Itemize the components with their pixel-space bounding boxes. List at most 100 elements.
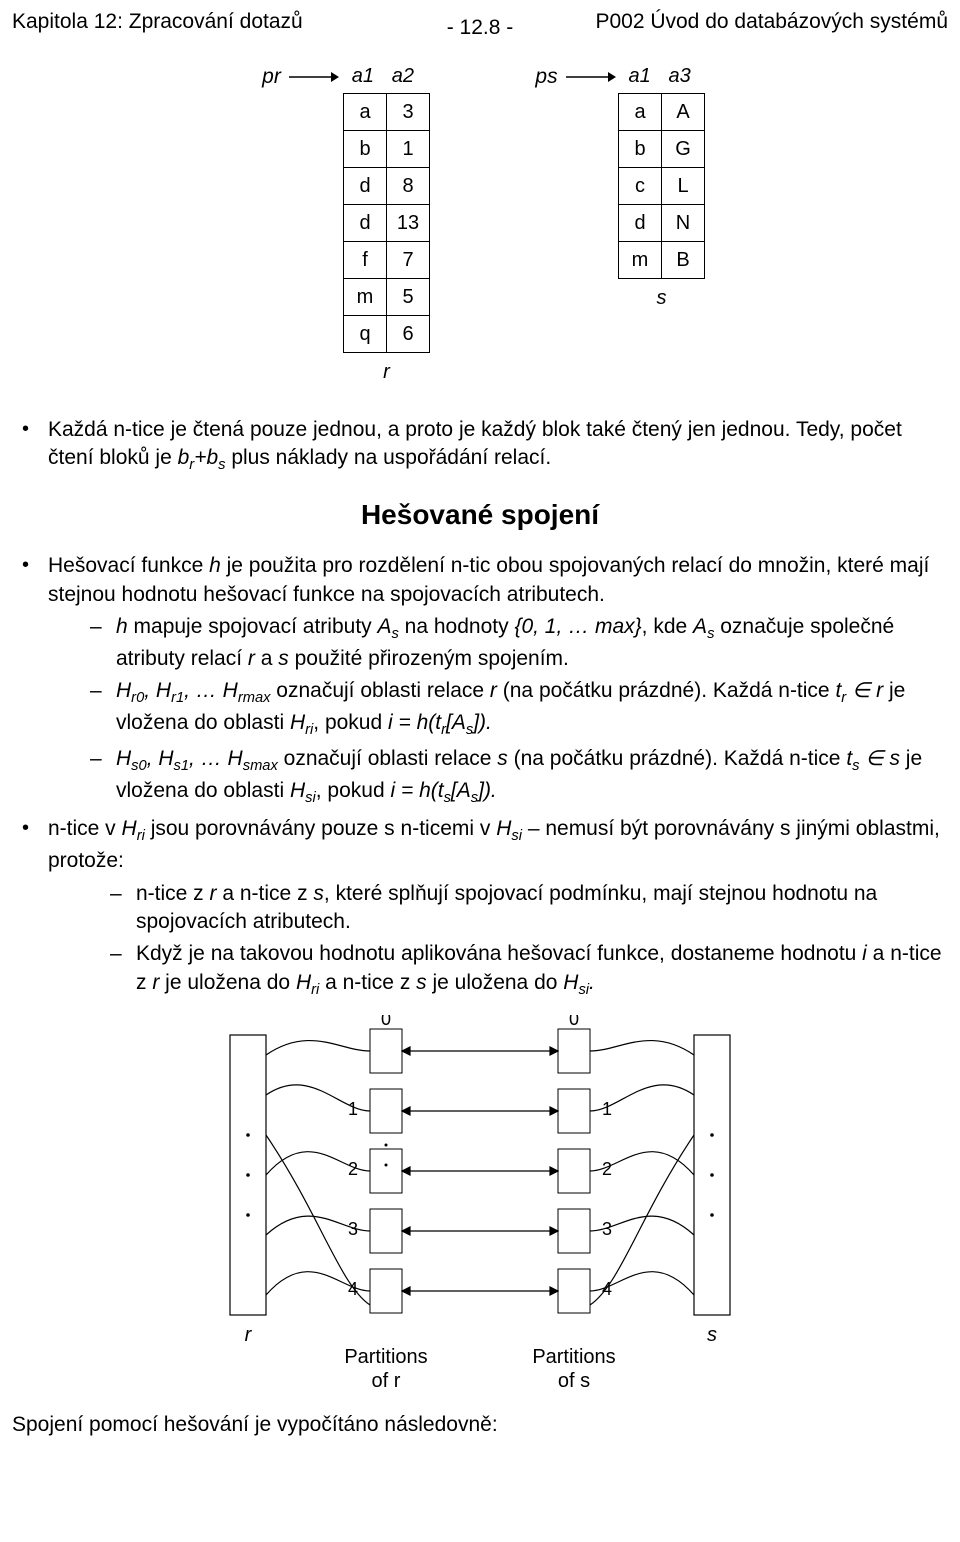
dash-item: n-tice z r a n-tice z s, které splňují s… [48, 880, 948, 937]
cell: f [344, 242, 387, 279]
svg-text:1: 1 [348, 1099, 358, 1119]
cell: 7 [387, 242, 430, 279]
math: r [248, 647, 255, 670]
text: je uložena do [427, 971, 564, 994]
math: Hr0, Hr1, … Hrmax [116, 679, 270, 702]
label-r: r [245, 1324, 253, 1346]
math: ts ∈ s [846, 747, 900, 770]
text: n-tice v [48, 817, 122, 840]
col-label: a2 [383, 63, 423, 90]
text: jsou porovnávány pouze s n-ticemi v [145, 817, 496, 840]
cell: a [344, 94, 387, 131]
bullet-item: n-tice v Hri jsou porovnávány pouze s n-… [12, 815, 948, 1000]
caption-s: s [618, 285, 705, 312]
math: Hsi [290, 779, 316, 802]
math: tr ∈ r [835, 679, 883, 702]
math: Hri [290, 711, 313, 734]
caption-of-s: of s [558, 1370, 590, 1392]
section-title: Hešované spojení [12, 496, 948, 534]
cell: a [619, 94, 662, 131]
cell: G [662, 131, 705, 168]
math: Hri [296, 971, 319, 994]
partitions-s: 0 1 2 3 4 [558, 1015, 612, 1313]
dash-item: Hs0, Hs1, … Hsmax označují oblasti relac… [48, 745, 948, 809]
dash-item: Hr0, Hr1, … Hrmax označují oblasti relac… [48, 677, 948, 741]
text: Když je na takovou hodnotu aplikována he… [136, 942, 862, 965]
caption-r: r [343, 359, 430, 386]
cell: d [619, 205, 662, 242]
text: je uložena do [159, 971, 296, 994]
bullet-item: Hešovací funkce h je použita pro rozděle… [12, 552, 948, 809]
cell: m [619, 242, 662, 279]
hash-partition-figure: r s 0 1 2 3 4 0 1 2 3 [12, 1015, 948, 1405]
cell: 5 [387, 279, 430, 316]
math: s [313, 882, 324, 905]
svg-text:0: 0 [569, 1015, 579, 1029]
cell: b [344, 131, 387, 168]
math: Hsi. [563, 971, 595, 994]
math: br+bs [178, 446, 226, 469]
text: na hodnoty [399, 615, 515, 638]
math: Hs0, Hs1, … Hsmax [116, 747, 278, 770]
footer-line: Spojení pomocí hešování je vypočítáno ná… [12, 1411, 948, 1439]
text: (na počátku prázdné). Každá n-tice [497, 679, 836, 702]
partitions-r: 0 1 2 3 4 [348, 1015, 402, 1313]
relation-r: pr a1 a2 a3 b1 d8 d13 f7 m5 q6 r [255, 63, 430, 386]
text: označují oblasti relace [270, 679, 489, 702]
relations-figure: pr a1 a2 a3 b1 d8 d13 f7 m5 q6 r ps [12, 63, 948, 386]
math: r [490, 679, 497, 702]
cell: c [619, 168, 662, 205]
dash-list-nested: n-tice z r a n-tice z s, které splňují s… [48, 880, 948, 1001]
math: s [416, 971, 427, 994]
cell: 3 [387, 94, 430, 131]
table-r: a3 b1 d8 d13 f7 m5 q6 [343, 93, 430, 353]
text: Hešovací funkce [48, 554, 209, 577]
text: plus náklady na uspořádání relací. [225, 446, 551, 469]
math: As [693, 615, 714, 638]
math: Hsi [496, 817, 522, 840]
arrow-icon [289, 69, 339, 85]
hash-bullets: Hešovací funkce h je použita pro rozděle… [12, 552, 948, 1001]
cell: b [619, 131, 662, 168]
arrow-icon [566, 69, 616, 85]
relation-s: ps a1 a3 aA bG cL dN mB s [530, 63, 705, 386]
math: h [209, 554, 221, 577]
caption-partitions-r: Partitions [344, 1346, 427, 1368]
table-s: aA bG cL dN mB [618, 93, 705, 279]
text: mapuje spojovací atributy [128, 615, 378, 638]
svg-text:0: 0 [381, 1015, 391, 1029]
pointer-s-label: ps [535, 63, 557, 91]
cell: 13 [387, 205, 430, 242]
label-s: s [707, 1324, 717, 1346]
text: n-tice z [136, 882, 210, 905]
text: označují oblasti relace [278, 747, 497, 770]
cell: B [662, 242, 705, 279]
text: a n-tice z [217, 882, 314, 905]
cell: 8 [387, 168, 430, 205]
text: a [255, 647, 278, 670]
math: Hri [122, 817, 145, 840]
cell: m [344, 279, 387, 316]
cell: 6 [387, 316, 430, 353]
col-label: a3 [660, 63, 700, 90]
cell: A [662, 94, 705, 131]
header-left: Kapitola 12: Zpracování dotazů [12, 8, 303, 36]
math: s [497, 747, 508, 770]
caption-partitions-s: Partitions [532, 1346, 615, 1368]
col-label: a1 [620, 63, 660, 90]
pointer-r-label: pr [262, 63, 281, 91]
cell: d [344, 168, 387, 205]
text: (na počátku prázdné). Každá n-tice [508, 747, 847, 770]
math: i = h(tr[As]). [388, 711, 492, 734]
text: použité přirozeným spojením. [289, 647, 569, 670]
header-right: P002 Úvod do databázových systémů [595, 8, 948, 36]
bullet-item: Každá n-tice je čtená pouze jednou, a pr… [12, 416, 948, 476]
dash-item: h mapuje spojovací atributy As na hodnot… [48, 613, 948, 673]
text: , pokud [313, 711, 388, 734]
math: As [377, 615, 398, 638]
caption-of-r: of r [372, 1370, 401, 1392]
text: , kde [642, 615, 693, 638]
math: {0, 1, … max} [514, 615, 641, 638]
svg-text:1: 1 [602, 1099, 612, 1119]
cell: 1 [387, 131, 430, 168]
